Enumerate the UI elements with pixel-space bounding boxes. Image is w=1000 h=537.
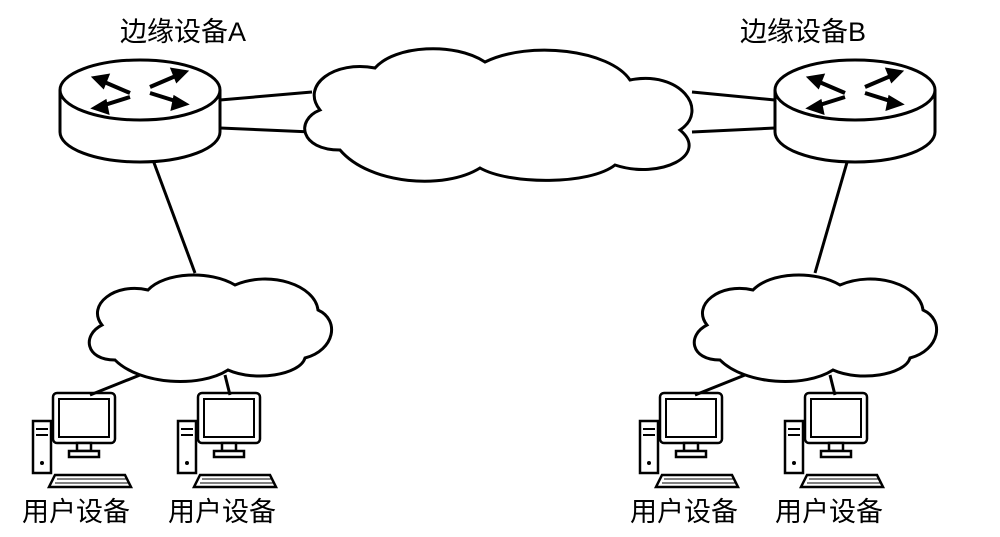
router-a-icon <box>60 60 220 162</box>
diagram-canvas: 边缘设备A 边缘设备B IP核心网络 站点网络1 站点网络2 用户设备 用户设备… <box>0 0 1000 537</box>
pc-4-icon <box>785 393 883 487</box>
pc-2-icon <box>178 393 276 487</box>
link-a-core-bot <box>220 128 312 132</box>
pc-3-icon <box>640 393 738 487</box>
link-a-core-top <box>220 92 312 100</box>
site1-cloud-icon <box>89 275 331 382</box>
core-cloud-icon <box>305 49 692 182</box>
diagram-svg <box>0 0 1000 537</box>
link-a-site1 <box>150 152 195 273</box>
pc-1-icon <box>33 393 131 487</box>
link-b-core-bot <box>692 128 775 132</box>
link-b-site2 <box>815 152 850 273</box>
site2-cloud-icon <box>694 275 936 382</box>
router-b-icon <box>775 60 935 162</box>
link-b-core-top <box>692 92 775 100</box>
